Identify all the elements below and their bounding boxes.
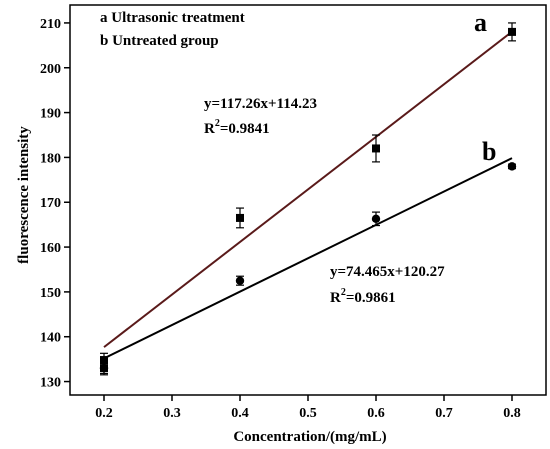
y-tick-label: 160: [40, 241, 61, 256]
x-axis-title: Concentration/(mg/mL): [233, 429, 386, 445]
y-tick-label: 200: [40, 62, 61, 77]
x-tick-label: 0.3: [163, 406, 181, 421]
equation-b: y=74.465x+120.27: [330, 264, 445, 280]
series-tag-b: b: [482, 137, 496, 166]
data-point-b: [99, 363, 109, 373]
x-tick-label: 0.2: [95, 406, 113, 421]
fit-lines: [103, 30, 513, 360]
series-tag-a: a: [474, 8, 487, 37]
y-tick-label: 190: [40, 107, 61, 122]
x-tick-label: 0.4: [231, 406, 249, 421]
y-axis-title: fluorescence intensity: [16, 126, 32, 264]
data-point-a: [508, 27, 516, 36]
plot-frame: [69, 4, 547, 396]
data-point-a: [372, 144, 380, 153]
plot-area: [69, 4, 547, 396]
ticks: 0.2 0.3 0.4 0.5 0.6 0.7 0.8 130 140 150 160 170 180 1…: [40, 17, 521, 421]
legend-entry-a: a Ultrasonic treatment: [100, 10, 245, 26]
points: [99, 27, 517, 373]
y-tick-label: 180: [40, 151, 61, 166]
r-squared-a: R2=0.9841: [204, 118, 270, 137]
equation-a: y=117.26x+114.23: [204, 96, 317, 112]
y-tick-label: 210: [40, 17, 61, 32]
data-point-b: [371, 214, 381, 224]
y-tick-label: 170: [40, 196, 61, 211]
x-tick-label: 0.6: [367, 406, 385, 421]
fit-line-b: [103, 157, 513, 360]
data-point-a: [100, 356, 108, 365]
y-tick-label: 130: [40, 376, 61, 391]
x-tick-label: 0.8: [503, 406, 521, 421]
fit-line-a: [103, 30, 513, 348]
y-tick-label: 150: [40, 286, 61, 301]
data-point-a: [236, 213, 244, 222]
y-tick-label: 140: [40, 331, 61, 346]
data-point-b: [235, 276, 245, 285]
x-tick-label: 0.7: [435, 406, 453, 421]
data-point-b: [507, 162, 517, 171]
r-squared-b: R2=0.9861: [330, 287, 396, 306]
x-tick-label: 0.5: [299, 406, 317, 421]
legend-entry-b: b Untreated group: [100, 33, 219, 49]
